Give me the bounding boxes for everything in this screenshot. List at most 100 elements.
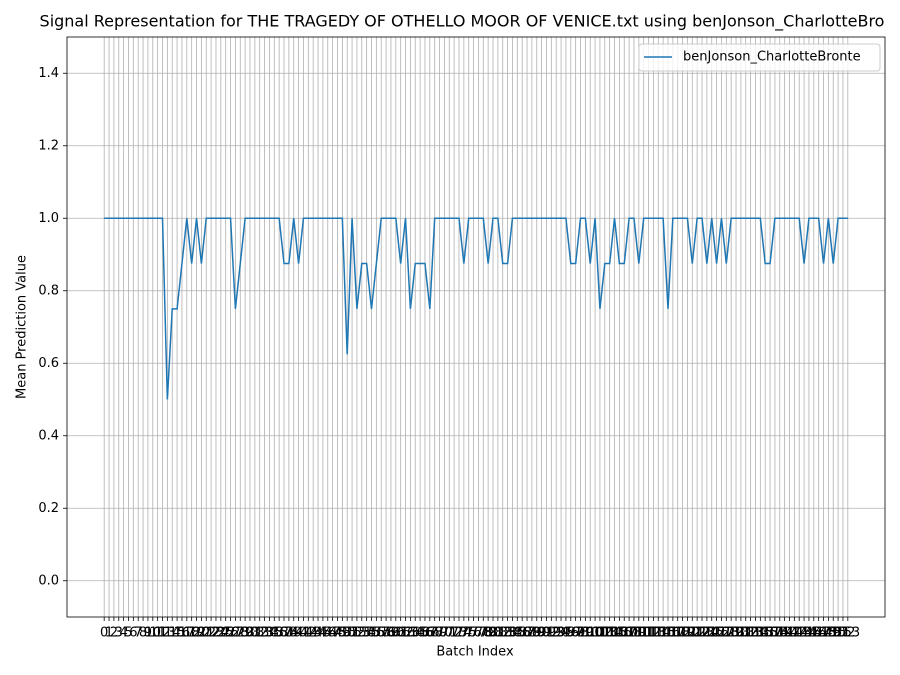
y-tick-label: 0.8 <box>38 283 59 298</box>
x-tick-label: 97 <box>567 626 584 641</box>
x-tick-label: 26 <box>222 626 239 641</box>
x-tick-label: 47 <box>324 626 341 641</box>
x-tick-label: 120 <box>675 626 700 641</box>
x-tick-label: 18 <box>183 626 200 641</box>
x-tick-label: 129 <box>719 626 744 641</box>
x-tick-label: 143 <box>787 626 812 641</box>
x-tick-label: 93 <box>548 626 565 641</box>
x-tick-label: 33 <box>256 626 273 641</box>
x-tick-label: 28 <box>232 626 249 641</box>
x-tick-label: 46 <box>319 626 336 641</box>
x-tick-label: 67 <box>422 626 439 641</box>
x-tick-label: 43 <box>305 626 322 641</box>
x-tick-label: 136 <box>753 626 778 641</box>
x-tick-label: 75 <box>460 626 477 641</box>
x-tick-label: 11 <box>149 626 166 641</box>
x-tick-label: 44 <box>310 626 327 641</box>
y-tick-label: 1.4 <box>38 66 59 81</box>
x-tick-label: 24 <box>213 626 230 641</box>
x-tick-label: 109 <box>622 626 647 641</box>
x-tick-label: 153 <box>835 626 860 641</box>
y-tick-label: 1.0 <box>38 211 59 226</box>
x-tick-label: 66 <box>417 626 434 641</box>
x-tick-label: 19 <box>188 626 205 641</box>
x-tick-label: 102 <box>588 626 613 641</box>
x-tick-label: 63 <box>402 626 419 641</box>
x-tick-label: 83 <box>499 626 516 641</box>
x-tick-label: 76 <box>465 626 482 641</box>
x-tick-label: 128 <box>714 626 739 641</box>
x-tick-label: 72 <box>446 626 463 641</box>
x-tick-label: 29 <box>237 626 254 641</box>
x-tick-label: 139 <box>767 626 792 641</box>
x-tick-label: 138 <box>762 626 787 641</box>
x-tick-label: 133 <box>738 626 763 641</box>
x-tick-label: 49 <box>334 626 351 641</box>
x-tick-label: 94 <box>553 626 570 641</box>
x-tick-label: 95 <box>558 626 575 641</box>
x-tick-label: 9 <box>144 626 152 641</box>
x-tick-label: 30 <box>242 626 259 641</box>
x-tick-label: 62 <box>397 626 414 641</box>
x-tick-label: 114 <box>646 626 671 641</box>
x-tick-label: 38 <box>281 626 298 641</box>
plot-area <box>104 217 848 400</box>
x-tick-label: 140 <box>772 626 797 641</box>
x-tick-label: 17 <box>179 626 196 641</box>
x-tick-label: 22 <box>203 626 220 641</box>
x-tick-label: 147 <box>806 626 831 641</box>
x-tick-label: 51 <box>344 626 361 641</box>
x-tick-label: 13 <box>159 626 176 641</box>
x-tick-label: 79 <box>480 626 497 641</box>
x-tick-label: 52 <box>349 626 366 641</box>
x-tick-label: 111 <box>631 626 656 641</box>
x-tick-label: 98 <box>572 626 589 641</box>
x-tick-label: 87 <box>519 626 536 641</box>
x-tick-label: 82 <box>494 626 511 641</box>
x-tick-label: 36 <box>271 626 288 641</box>
x-tick-label: 78 <box>475 626 492 641</box>
x-tick-label: 15 <box>169 626 186 641</box>
x-tick-label: 149 <box>816 626 841 641</box>
x-tick-label: 112 <box>636 626 661 641</box>
x-tick-label: 131 <box>728 626 753 641</box>
x-tick-label: 86 <box>514 626 531 641</box>
x-tick-label: 31 <box>247 626 264 641</box>
x-tick-label: 119 <box>670 626 695 641</box>
x-tick-label: 6 <box>129 626 137 641</box>
x-tick-label: 115 <box>651 626 676 641</box>
y-tick-label: 0.4 <box>38 428 59 443</box>
x-tick-label: 92 <box>543 626 560 641</box>
x-tick-label: 135 <box>748 626 773 641</box>
x-tick-label: 152 <box>831 626 856 641</box>
x-tick-label: 48 <box>329 626 346 641</box>
x-tick-label: 3 <box>115 626 123 641</box>
x-tick-label: 45 <box>315 626 332 641</box>
x-tick-label: 20 <box>193 626 210 641</box>
x-tick-label: 96 <box>563 626 580 641</box>
y-tick-label: 1.2 <box>38 138 59 153</box>
x-tick-label: 68 <box>426 626 443 641</box>
x-tick-label: 116 <box>656 626 681 641</box>
x-tick-label: 132 <box>733 626 758 641</box>
x-tick-label: 77 <box>470 626 487 641</box>
x-tick-label: 65 <box>412 626 429 641</box>
x-tick-label: 37 <box>276 626 293 641</box>
axes-frame <box>66 36 886 618</box>
x-tick-label: 90 <box>533 626 550 641</box>
x-tick-label: 54 <box>358 626 375 641</box>
x-tick-label: 25 <box>217 626 234 641</box>
legend-box <box>638 43 881 72</box>
legend-label: benJonson_CharlotteBronte <box>683 50 861 65</box>
y-axis-label: Mean Prediction Value <box>15 255 30 399</box>
x-tick-label: 35 <box>266 626 283 641</box>
x-tick-label: 64 <box>407 626 424 641</box>
x-tick-label: 39 <box>285 626 302 641</box>
x-tick-label: 122 <box>685 626 710 641</box>
x-tick-label: 2 <box>110 626 118 641</box>
x-tick-label: 110 <box>626 626 651 641</box>
x-tick-label: 134 <box>743 626 768 641</box>
x-tick-label: 150 <box>821 626 846 641</box>
x-axis-label: Batch Index <box>436 645 514 660</box>
